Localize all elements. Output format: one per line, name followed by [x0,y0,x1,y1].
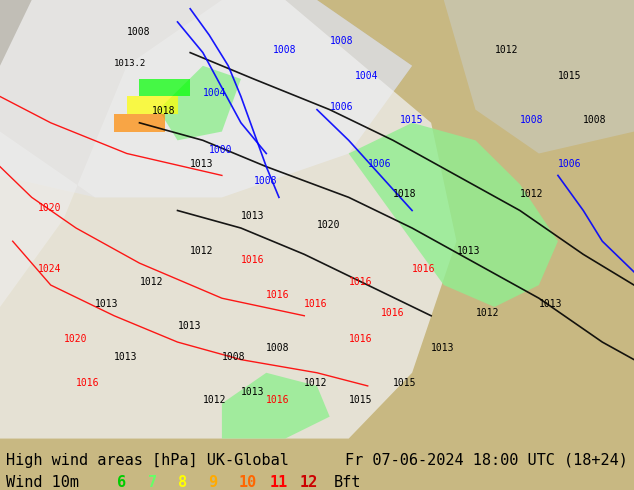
Text: 1008: 1008 [254,176,277,186]
Polygon shape [158,66,241,140]
Text: 1016: 1016 [349,277,372,287]
Text: 1013: 1013 [114,352,138,362]
Text: 1015: 1015 [558,71,581,81]
Text: 1024: 1024 [38,264,61,274]
Text: 1008: 1008 [222,352,245,362]
Text: Wind 10m: Wind 10m [6,475,79,490]
Text: 9: 9 [209,475,217,490]
Text: 1006: 1006 [330,101,353,112]
Polygon shape [349,123,558,307]
Text: 11: 11 [269,475,288,490]
Text: 1020: 1020 [317,220,340,230]
Polygon shape [0,0,456,439]
Text: 12: 12 [300,475,318,490]
Text: 1013: 1013 [456,246,480,256]
Text: 1012: 1012 [203,395,226,405]
Text: 1020: 1020 [38,202,61,213]
Polygon shape [139,79,190,97]
Text: High wind areas [hPa] UK-Global: High wind areas [hPa] UK-Global [6,453,289,468]
Text: 1004: 1004 [203,89,226,98]
Text: 1013: 1013 [431,343,455,353]
Text: 1008: 1008 [273,45,296,54]
Text: 1018: 1018 [152,106,176,116]
Text: Fr 07-06-2024 18:00 UTC (18+24): Fr 07-06-2024 18:00 UTC (18+24) [345,453,628,468]
Text: 8: 8 [178,475,187,490]
Text: 1012: 1012 [139,277,163,287]
Text: 1020: 1020 [63,334,87,344]
Text: 1012: 1012 [190,246,214,256]
Text: 1016: 1016 [380,308,404,318]
Text: 10: 10 [239,475,257,490]
Text: 1008: 1008 [583,115,607,125]
Text: 1013: 1013 [95,299,119,309]
Text: 1008: 1008 [127,27,150,37]
Text: 1016: 1016 [412,264,436,274]
Text: 1012: 1012 [495,45,518,54]
Text: 1006: 1006 [558,159,581,169]
Polygon shape [444,0,634,153]
Text: 1013: 1013 [539,299,562,309]
Text: 1006: 1006 [368,159,391,169]
Text: 1016: 1016 [76,378,100,388]
Text: 1018: 1018 [393,189,417,199]
Text: 7: 7 [148,475,157,490]
Polygon shape [222,373,330,439]
Text: 6: 6 [117,475,126,490]
Text: 1013: 1013 [241,211,264,221]
Text: 1013: 1013 [178,321,201,331]
Text: 1016: 1016 [304,299,328,309]
Text: 1013.2: 1013.2 [114,59,146,68]
Text: 1015: 1015 [399,115,423,125]
Text: 1016: 1016 [349,334,372,344]
Polygon shape [0,0,412,197]
Text: 1012: 1012 [520,189,543,199]
Text: 1004: 1004 [355,71,378,81]
Polygon shape [114,114,165,132]
Text: 1013: 1013 [190,159,214,169]
Text: 1016: 1016 [241,255,264,265]
Text: 1016: 1016 [266,395,290,405]
Text: 1012: 1012 [304,378,328,388]
Text: 1012: 1012 [476,308,499,318]
Text: 1016: 1016 [266,290,290,300]
Text: Bft: Bft [333,475,361,490]
Text: 1015: 1015 [349,395,372,405]
Text: 1013: 1013 [241,387,264,397]
Text: 1000: 1000 [209,146,233,155]
Text: 1008: 1008 [330,36,353,46]
Polygon shape [127,97,178,114]
Text: 1008: 1008 [266,343,290,353]
Text: 1015: 1015 [393,378,417,388]
Polygon shape [0,0,412,439]
Text: 1008: 1008 [520,115,543,125]
